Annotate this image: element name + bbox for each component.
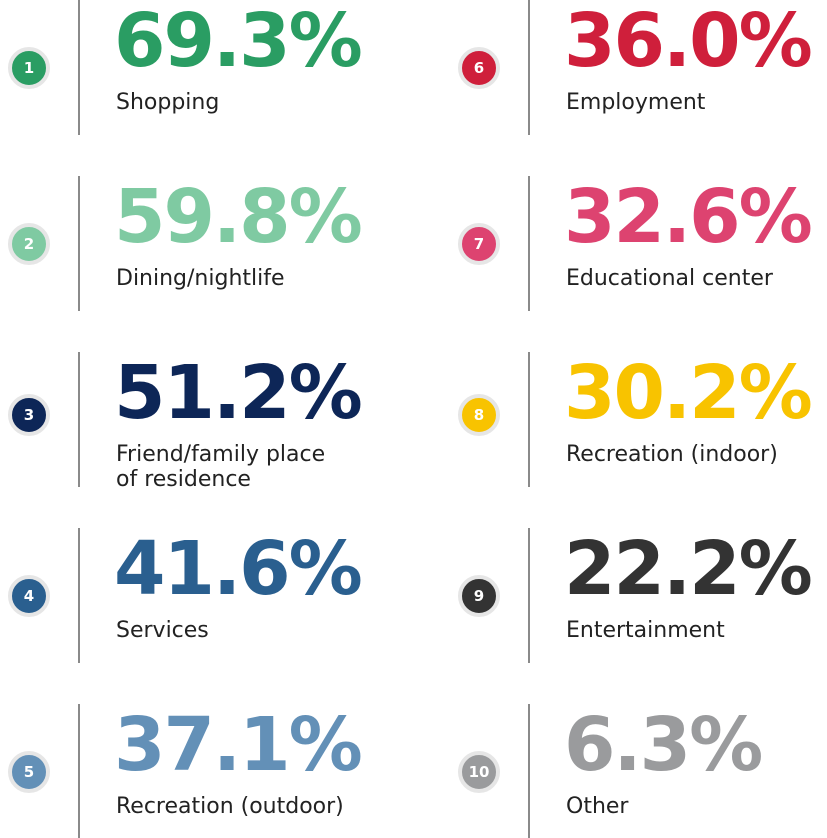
stat-value: 32.6%: [564, 174, 813, 260]
stat-value: 30.2%: [564, 350, 813, 436]
stat-item: 3 51.2% Friend/family place of residence: [0, 350, 400, 512]
stat-item: 6 36.0% Employment: [450, 0, 827, 160]
divider: [78, 352, 80, 487]
rank-badge: 1: [8, 47, 50, 89]
stat-label: Services: [116, 618, 209, 643]
stat-label: Recreation (outdoor): [116, 794, 344, 819]
stat-value: 59.8%: [114, 174, 363, 260]
divider: [528, 528, 530, 663]
divider: [528, 704, 530, 838]
stat-value: 41.6%: [114, 526, 363, 612]
stat-label: Dining/nightlife: [116, 266, 285, 291]
stat-label: Employment: [566, 90, 706, 115]
divider: [528, 176, 530, 311]
stat-label: Entertainment: [566, 618, 725, 643]
rank-badge: 2: [8, 223, 50, 265]
stat-value: 69.3%: [114, 0, 363, 84]
rank-badge: 3: [8, 394, 50, 436]
divider: [78, 528, 80, 663]
stat-label: Recreation (indoor): [566, 442, 778, 467]
rank-badge: 7: [458, 223, 500, 265]
stat-value: 22.2%: [564, 526, 813, 612]
stat-item: 7 32.6% Educational center: [450, 174, 827, 336]
stat-item: 5 37.1% Recreation (outdoor): [0, 702, 400, 838]
rank-badge: 8: [458, 394, 500, 436]
divider: [78, 704, 80, 838]
stat-label: Educational center: [566, 266, 773, 291]
stat-item: 8 30.2% Recreation (indoor): [450, 350, 827, 512]
rank-badge: 6: [458, 47, 500, 89]
stat-label: Shopping: [116, 90, 220, 115]
divider: [78, 0, 80, 135]
stat-value: 51.2%: [114, 350, 363, 436]
rank-badge: 9: [458, 575, 500, 617]
stat-value: 6.3%: [564, 702, 763, 788]
stat-item: 2 59.8% Dining/nightlife: [0, 174, 400, 336]
divider: [528, 0, 530, 135]
rank-badge: 5: [8, 751, 50, 793]
divider: [528, 352, 530, 487]
stat-label: Other: [566, 794, 629, 819]
stat-item: 9 22.2% Entertainment: [450, 526, 827, 688]
stat-label: Friend/family place of residence: [116, 442, 326, 492]
stat-value: 36.0%: [564, 0, 813, 84]
divider: [78, 176, 80, 311]
stat-item: 4 41.6% Services: [0, 526, 400, 688]
stat-value: 37.1%: [114, 702, 363, 788]
stat-item: 1 69.3% Shopping: [0, 0, 400, 160]
rank-badge: 4: [8, 575, 50, 617]
rank-badge: 10: [458, 751, 500, 793]
stat-item: 10 6.3% Other: [450, 702, 827, 838]
